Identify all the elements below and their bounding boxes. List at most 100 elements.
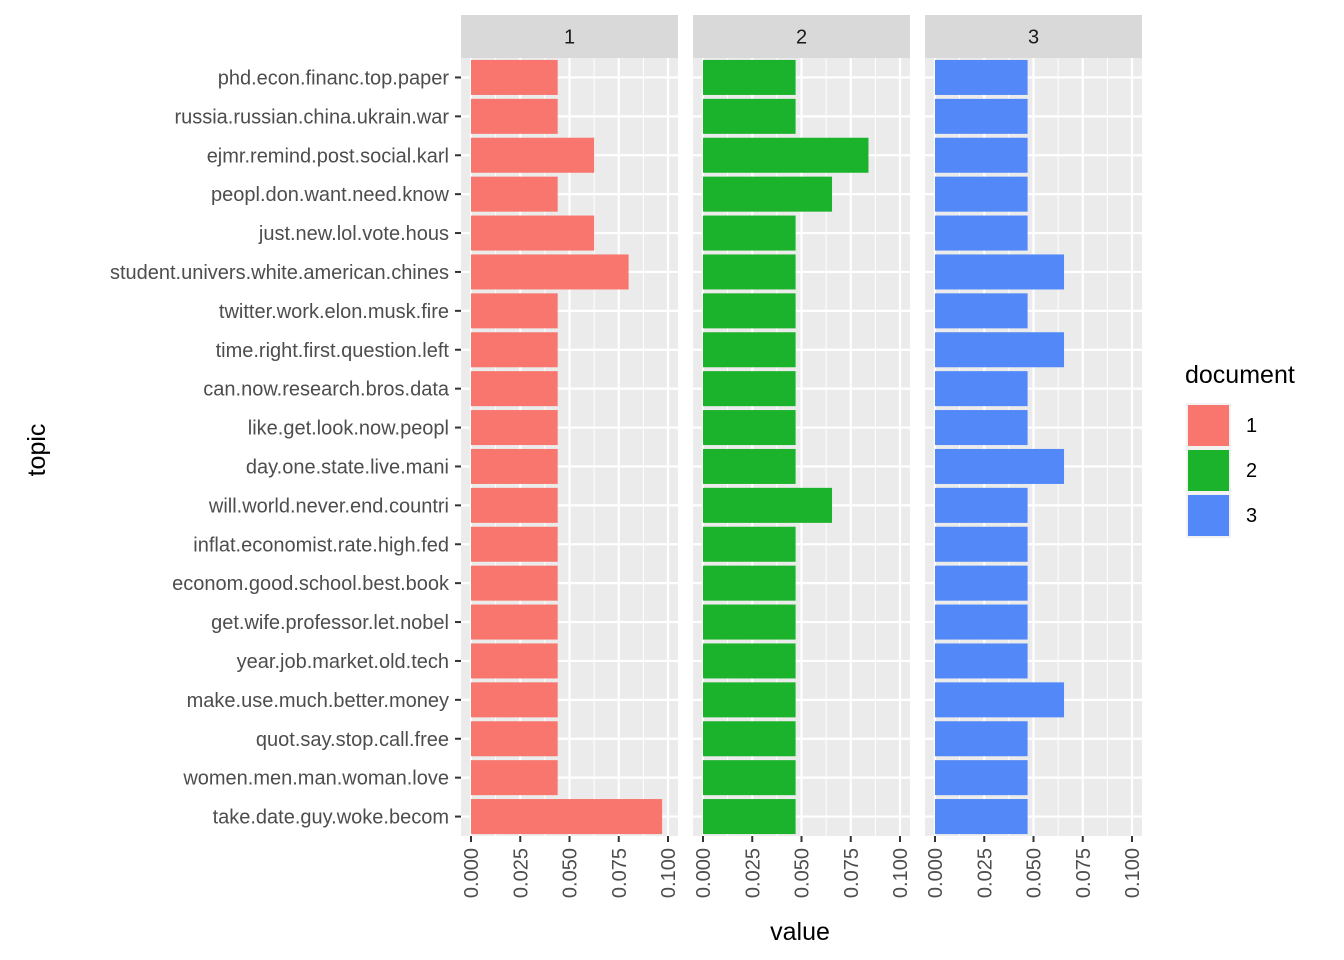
bar: [471, 254, 629, 290]
legend-swatch: [1188, 450, 1229, 491]
bar: [935, 215, 1028, 251]
x-tick-label: 0.025: [974, 848, 996, 898]
y-tick-label: russia.russian.china.ukrain.war: [174, 106, 449, 128]
y-tick-label: day.one.state.live.mani: [246, 456, 449, 478]
bar: [935, 760, 1028, 796]
bar: [471, 682, 558, 718]
y-tick-label: can.now.research.bros.data: [203, 379, 450, 401]
bar: [935, 59, 1028, 95]
bar: [703, 332, 796, 368]
y-tick-label: year.job.market.old.tech: [237, 651, 449, 673]
facet-strip: [925, 15, 1142, 58]
bar: [471, 332, 558, 368]
y-tick-label: take.date.guy.woke.becom: [213, 807, 449, 829]
bar: [703, 721, 796, 757]
x-tick-label: 0.075: [841, 848, 863, 898]
bar: [935, 98, 1028, 134]
y-tick-label: just.new.lol.vote.hous: [258, 223, 449, 245]
bar: [471, 760, 558, 796]
bar: [703, 176, 833, 212]
facet-panels: 1 0.000 0.025 0.050 0.075 0.100 2 0.000 0.025 0.0…: [461, 15, 1144, 898]
bar: [935, 410, 1028, 446]
y-tick-label: time.right.first.question.left: [216, 340, 450, 362]
y-axis-title: topic: [23, 424, 51, 477]
x-axis-title: value: [770, 918, 830, 946]
y-tick-label: twitter.work.elon.musk.fire: [219, 301, 449, 323]
bar: [935, 682, 1065, 718]
x-tick-label: 0.000: [461, 848, 483, 898]
bar: [703, 604, 796, 640]
y-tick-label: ejmr.remind.post.social.karl: [207, 145, 449, 167]
bar: [471, 799, 663, 835]
facet-strip: [693, 15, 910, 58]
bar: [471, 448, 558, 484]
bar: [935, 565, 1028, 601]
bar: [935, 799, 1028, 835]
bar: [935, 643, 1028, 679]
bar: [471, 487, 558, 523]
bar: [471, 604, 558, 640]
x-tick-label: 0.050: [792, 848, 814, 898]
bar: [935, 448, 1065, 484]
bar: [471, 98, 558, 134]
bar: [935, 137, 1028, 173]
y-tick-label: women.men.man.woman.love: [182, 768, 449, 790]
bar: [471, 293, 558, 329]
legend-label: 3: [1246, 505, 1257, 527]
x-tick-label: 0.075: [609, 848, 631, 898]
facet-strip-label: 2: [796, 27, 807, 49]
bar: [703, 137, 869, 173]
y-axis-ticks: phd.econ.financ.top.paper russia.russian.…: [110, 67, 461, 829]
bar: [471, 176, 558, 212]
bar: [471, 643, 558, 679]
bar: [471, 526, 558, 562]
facet-panel-3: 3 0.000 0.025 0.050 0.075 0.100: [925, 15, 1144, 898]
bar: [703, 799, 796, 835]
facet-panel-2: 2 0.000 0.025 0.050 0.075 0.100: [693, 15, 912, 898]
bar: [935, 332, 1065, 368]
y-tick-label: student.univers.white.american.chines: [110, 262, 449, 284]
legend-swatch: [1188, 405, 1229, 446]
bar: [703, 565, 796, 601]
bar: [703, 293, 796, 329]
bar: [703, 682, 796, 718]
y-tick-label: phd.econ.financ.top.paper: [218, 67, 450, 89]
facet-strip: [461, 15, 678, 58]
bar: [703, 760, 796, 796]
legend-title: document: [1185, 361, 1295, 389]
facet-strip-label: 3: [1028, 27, 1039, 49]
y-tick-label: peopl.don.want.need.know: [211, 184, 450, 206]
bar: [935, 487, 1028, 523]
y-tick-label: econom.good.school.best.book: [172, 573, 450, 595]
legend-swatch: [1188, 495, 1229, 536]
bar: [703, 98, 796, 134]
bar: [471, 565, 558, 601]
y-tick-label: make.use.much.better.money: [187, 690, 449, 712]
bar: [935, 371, 1028, 407]
y-tick-label: get.wife.professor.let.nobel: [211, 612, 449, 634]
bar: [703, 410, 796, 446]
legend: document 1 2 3: [1185, 361, 1295, 538]
bar: [935, 293, 1028, 329]
bar: [703, 526, 796, 562]
bar: [471, 59, 558, 95]
bar: [703, 487, 833, 523]
bar: [935, 526, 1028, 562]
x-tick-label: 0.050: [560, 848, 582, 898]
bar: [935, 721, 1028, 757]
bar: [471, 410, 558, 446]
x-tick-label: 0.075: [1073, 848, 1095, 898]
legend-label: 2: [1246, 460, 1257, 482]
bar: [703, 643, 796, 679]
y-tick-label: will.world.never.end.countri: [208, 495, 449, 517]
bar: [471, 137, 595, 173]
y-tick-label: like.get.look.now.peopl: [248, 418, 449, 440]
y-tick-label: quot.say.stop.call.free: [256, 729, 449, 751]
bar: [471, 215, 595, 251]
bar: [935, 254, 1065, 290]
x-tick-label: 0.100: [1122, 848, 1144, 898]
bar: [471, 371, 558, 407]
x-tick-label: 0.100: [890, 848, 912, 898]
x-tick-label: 0.025: [742, 848, 764, 898]
